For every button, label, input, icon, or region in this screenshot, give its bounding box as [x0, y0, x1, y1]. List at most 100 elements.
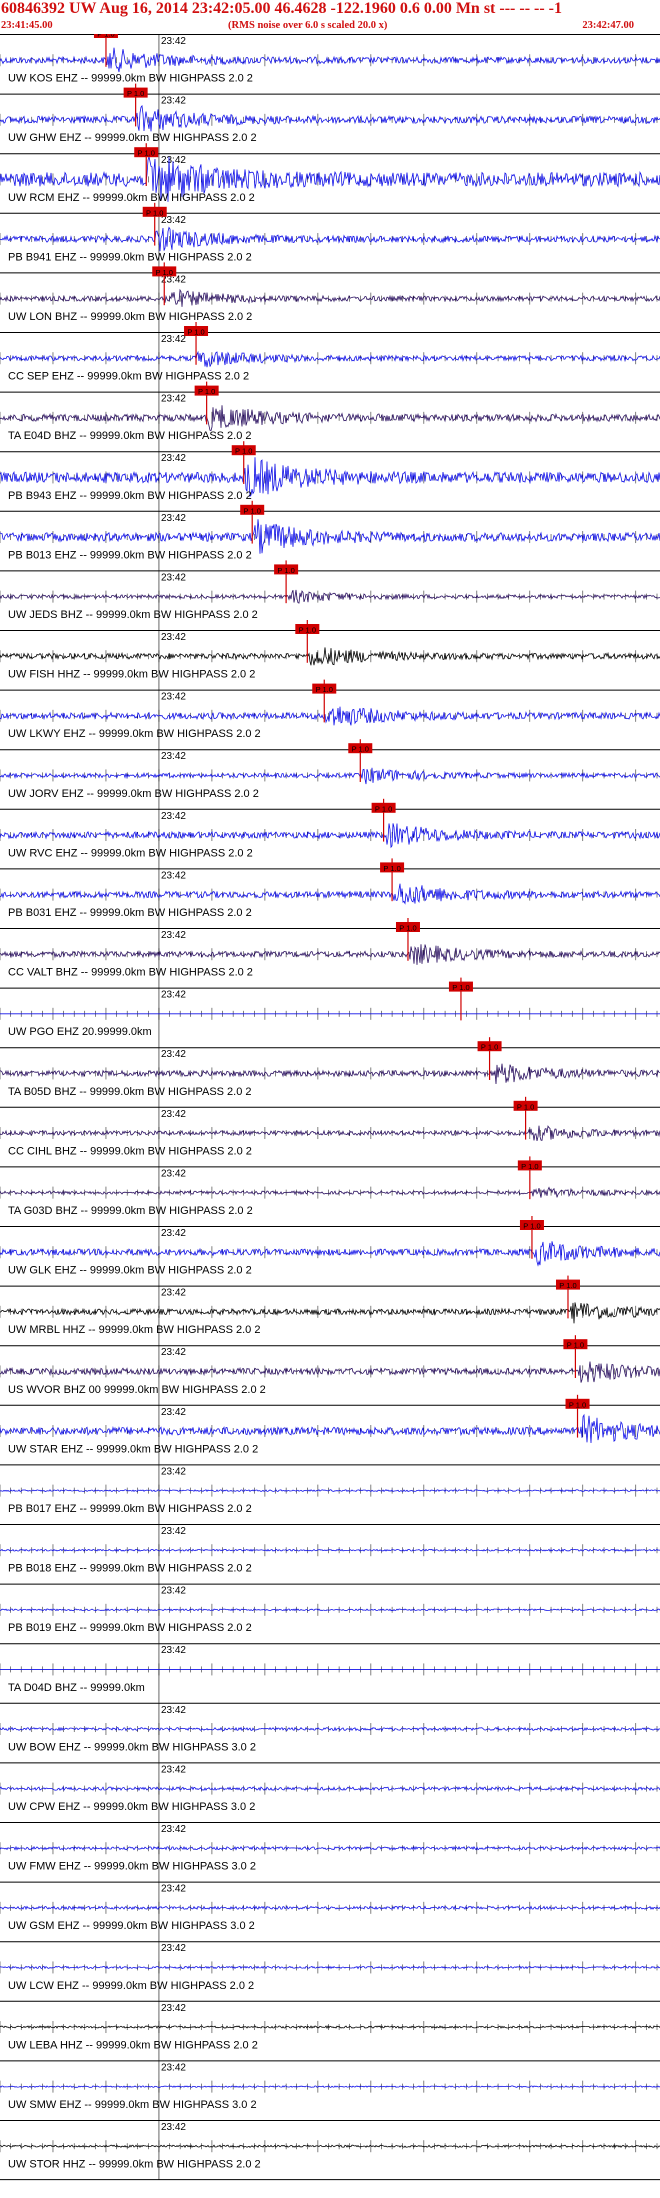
trace-label: UW JEDS BHZ -- 99999.0km BW HIGHPASS 2.0…: [8, 609, 258, 621]
minute-label: 23:42: [161, 394, 186, 405]
start-time-label: 23:41:45.00: [1, 20, 53, 31]
minute-label: 23:42: [161, 632, 186, 643]
trace-label: UW LKWY EHZ -- 99999.0km BW HIGHPASS 2.0…: [8, 728, 261, 740]
trace-label: UW SMW EHZ -- 99999.0km BW HIGHPASS 3.0 …: [8, 2099, 257, 2111]
minute-label: 23:42: [161, 1288, 186, 1299]
waveform-trace: [0, 706, 660, 726]
pick-label: P 1.0: [316, 685, 333, 694]
pick-flag: [517, 1160, 542, 1171]
minute-label: 23:42: [161, 1109, 186, 1120]
waveform-trace: [0, 47, 660, 73]
minute-label: 23:42: [161, 572, 186, 583]
pick-flag: [295, 624, 320, 634]
minute-label: 23:42: [161, 1884, 186, 1895]
trace-row: 23:42 PB B017 EHZ -- 99999.0km BW HIGHPAS…: [0, 1464, 660, 1524]
trace-row: 23:42 UW GSM EHZ -- 99999.0km BW HIGHPASS…: [0, 1881, 660, 1942]
trace-label: PB B019 EHZ -- 99999.0km BW HIGHPASS 2.0…: [8, 1622, 252, 1634]
waveform-trace: [0, 1726, 660, 1732]
trace-row: 23:42 P 1.0 CC VALT BHZ -- 99999.0km BW HI…: [0, 918, 660, 988]
waveform-trace: [0, 1785, 660, 1792]
pick-flag: [194, 385, 219, 396]
pick-label: P 1.0: [97, 34, 114, 39]
trace-label: PB B013 EHZ -- 99999.0km BW HIGHPASS 2.0…: [8, 549, 252, 561]
trace-row: 23:42 P 1.0 TA G03D BHZ -- 99999.0km BW HI…: [0, 1156, 660, 1226]
trace-row: 23:42 TA D04D BHZ -- 99999.0km: [0, 1643, 660, 1703]
scale-note: (RMS noise over 6.0 s scaled 20.0 x): [228, 20, 388, 31]
trace-row: 23:42 PB B018 EHZ -- 99999.0km BW HIGHPAS…: [0, 1524, 660, 1584]
trace-label: UW STOR HHZ -- 99999.0km BW HIGHPASS 2.0…: [8, 2159, 261, 2171]
trace-row: 23:42 PB B019 EHZ -- 99999.0km BW HIGHPAS…: [0, 1583, 660, 1644]
pick-label: P 1.0: [375, 804, 392, 813]
pick-label: P 1.0: [481, 1043, 498, 1052]
trace-label: PB B031 EHZ -- 99999.0km BW HIGHPASS 2.0…: [8, 907, 252, 919]
pick-flag: [142, 206, 167, 217]
trace-row: 23:42 UW CPW EHZ -- 99999.0km BW HIGHPASS…: [0, 1762, 660, 1822]
trace-row: 23:42 P 1.0 TA B05D BHZ -- 99999.0km BW HI…: [0, 1037, 660, 1107]
pick-flag: [448, 981, 473, 992]
pick-flag: [565, 1398, 590, 1409]
waveform-trace: [0, 1905, 660, 1911]
minute-label: 23:42: [161, 334, 186, 345]
trace-label: CC SEP EHZ -- 99999.0km BW HIGHPASS 2.0 …: [8, 371, 249, 383]
pick-flag: [513, 1100, 538, 1111]
pick-label: P 1.0: [569, 1400, 586, 1409]
minute-label: 23:42: [161, 155, 186, 166]
minute-label: 23:42: [161, 274, 186, 285]
waveform-trace: [0, 944, 660, 965]
minute-label: 23:42: [161, 1168, 186, 1179]
pick-flag: [348, 743, 373, 754]
waveform-trace: [0, 589, 660, 604]
pick-label: P 1.0: [277, 566, 294, 575]
pick-flag: [380, 862, 405, 873]
pick-flag: [274, 564, 299, 575]
minute-label: 23:42: [161, 1049, 186, 1060]
waveform-trace: [0, 350, 660, 368]
waveform-trace: [0, 1489, 660, 1493]
waveform-trace: [0, 1063, 660, 1085]
seismogram-chart: 23:42 P 1.0 UW KOS EHZ -- 99999.0km BW HIG…: [0, 34, 660, 2181]
waveform-trace: [0, 1361, 660, 1383]
waveform-trace: [0, 288, 660, 307]
trace-row: 23:42 P 1.0 TA E04D BHZ -- 99999.0km BW HI…: [0, 381, 660, 452]
minute-label: 23:42: [161, 2003, 186, 2014]
trace-label: CC CIHL BHZ -- 99999.0km BW HIGHPASS 2.0…: [8, 1145, 252, 1157]
pick-label: P 1.0: [198, 387, 215, 396]
minute-label: 23:42: [161, 990, 186, 1001]
waveform-trace: [0, 405, 660, 431]
trace-row: 23:42 P 1.0 UW RVC EHZ -- 99999.0km BW HIG…: [0, 798, 660, 869]
pick-flag: [312, 683, 337, 694]
trace-row: 23:42 P 1.0 PB B013 EHZ -- 99999.0km BW HI…: [0, 500, 660, 571]
pick-label: P 1.0: [399, 924, 416, 933]
pick-flag: [134, 147, 159, 158]
minute-label: 23:42: [161, 1466, 186, 1477]
waveform-trace: [0, 2144, 660, 2149]
trace-label: UW RVC EHZ -- 99999.0km BW HIGHPASS 2.0 …: [8, 847, 253, 859]
pick-label: P 1.0: [567, 1341, 584, 1350]
waveform-trace: [0, 1548, 660, 1552]
waveform-trace: [0, 1608, 660, 1612]
trace-label: UW MRBL HHZ -- 99999.0km BW HIGHPASS 2.0…: [8, 1324, 260, 1336]
trace-label: UW LCW EHZ -- 99999.0km BW HIGHPASS 2.0 …: [8, 1980, 254, 1992]
trace-row: 23:42 P 1.0 UW LKWY EHZ -- 99999.0km BW HI…: [0, 679, 660, 750]
waveform-trace: [0, 1413, 660, 1444]
waveform-trace: [0, 226, 660, 252]
pick-flag: [477, 1041, 502, 1052]
minute-label: 23:42: [161, 811, 186, 822]
minute-label: 23:42: [161, 1586, 186, 1597]
trace-label: UW CPW EHZ -- 99999.0km BW HIGHPASS 3.0 …: [8, 1801, 255, 1813]
pick-flag: [184, 326, 209, 336]
pick-label: P 1.0: [127, 89, 144, 98]
pick-label: P 1.0: [559, 1281, 576, 1290]
trace-label: UW KOS EHZ -- 99999.0km BW HIGHPASS 2.0 …: [8, 73, 253, 85]
trace-row: 23:42 UW LCW EHZ -- 99999.0km BW HIGHPASS…: [0, 1941, 660, 2001]
trace-row: 23:42 P 1.0 UW RCM EHZ -- 99999.0km BW HIG…: [0, 143, 660, 213]
pick-flag: [240, 504, 265, 515]
trace-label: UW RCM EHZ -- 99999.0km BW HIGHPASS 2.0 …: [8, 192, 255, 204]
minute-label: 23:42: [161, 1943, 186, 1954]
pick-flag: [123, 87, 148, 98]
pick-label: P 1.0: [235, 447, 252, 456]
trace-row: 23:42 P 1.0 CC CIHL BHZ -- 99999.0km BW HI…: [0, 1096, 660, 1167]
trace-row: 23:42 P 1.0 UW PGO EHZ 20.99999.0km: [0, 977, 660, 1048]
trace-row: 23:42P 1.0 PB B941 EHZ -- 99999.0km BW HI…: [0, 202, 660, 273]
pick-flag: [93, 34, 118, 38]
